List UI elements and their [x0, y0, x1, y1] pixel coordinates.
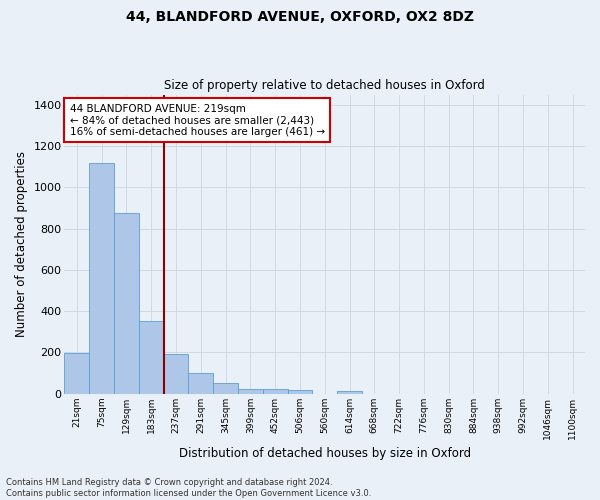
Bar	[114, 213, 139, 394]
Bar	[238, 389, 263, 394]
Text: 44 BLANDFORD AVENUE: 219sqm
← 84% of detached houses are smaller (2,443)
16% of : 44 BLANDFORD AVENUE: 219sqm ← 84% of det…	[70, 104, 325, 136]
Bar	[164, 354, 188, 394]
X-axis label: Distribution of detached houses by size in Oxford: Distribution of detached houses by size …	[179, 447, 471, 460]
Bar	[64, 353, 89, 394]
Text: 44, BLANDFORD AVENUE, OXFORD, OX2 8DZ: 44, BLANDFORD AVENUE, OXFORD, OX2 8DZ	[126, 10, 474, 24]
Bar	[89, 162, 114, 394]
Bar	[263, 389, 287, 394]
Bar	[337, 391, 362, 394]
Text: Contains HM Land Registry data © Crown copyright and database right 2024.
Contai: Contains HM Land Registry data © Crown c…	[6, 478, 371, 498]
Y-axis label: Number of detached properties: Number of detached properties	[15, 151, 28, 337]
Bar	[139, 321, 164, 394]
Bar	[188, 373, 213, 394]
Bar	[213, 383, 238, 394]
Title: Size of property relative to detached houses in Oxford: Size of property relative to detached ho…	[164, 79, 485, 92]
Bar	[287, 390, 313, 394]
